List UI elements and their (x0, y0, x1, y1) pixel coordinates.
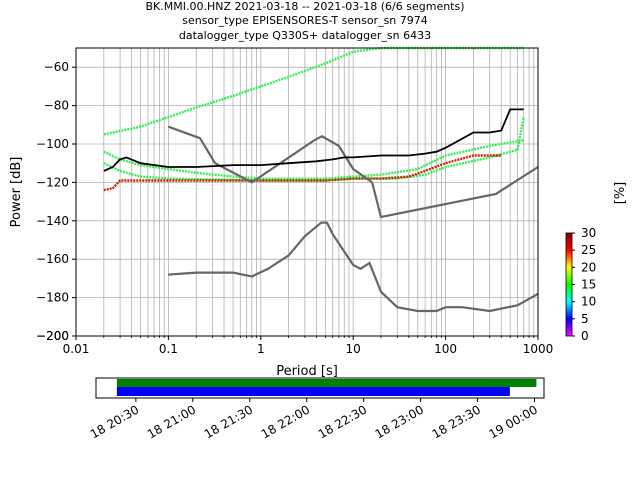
density-trace-red-band (103, 154, 502, 192)
y-tick-label: −200 (36, 329, 69, 343)
y-tick-label: −100 (36, 137, 69, 151)
plot-area (76, 48, 538, 336)
timeline-frame (95, 377, 545, 399)
title-line-3: datalogger_type Q330S+ datalogger_sn 643… (179, 29, 431, 42)
x-tick-label: 10 (346, 342, 361, 356)
x-tick-label: 100 (434, 342, 457, 356)
y-tick-label: −120 (36, 175, 69, 189)
x-axis-label: Period [s] (276, 364, 338, 379)
timeline-tick-label: 19 00:00 (487, 402, 540, 441)
y-tick-label: −60 (44, 60, 69, 74)
timeline-bar-data-segments (116, 379, 537, 387)
density-trace-middle-green (103, 139, 524, 180)
colorbar-gradient (565, 232, 573, 337)
colorbar-tick-label: 0 (581, 329, 589, 343)
title-line-1: BK.MMI.00.HNZ 2021-03-18 -- 2021-03-18 (… (145, 0, 464, 13)
timeline-bar-psd-segments (116, 387, 510, 396)
timeline-tick-label: 18 20:30 (88, 402, 141, 441)
colorbar-label: [%] (613, 182, 628, 205)
density-trace-upper-green (103, 46, 524, 136)
timeline-tick-label: 18 22:30 (316, 402, 369, 441)
timeline-tick-label: 18 23:30 (430, 402, 483, 441)
x-tick-label: 1000 (523, 342, 554, 356)
colorbar-tick-label: 15 (581, 278, 596, 292)
x-tick-label: 0.01 (63, 342, 90, 356)
psd-plot: 0.01 0.1 1 10 100 1000 −60 −80 −100 −120 −140 −160 −… (36, 46, 554, 356)
timeline-tick-label: 18 21:00 (145, 402, 198, 441)
y-tick-label: −160 (36, 252, 69, 266)
low-noise-model (168, 221, 539, 313)
title-line-2: sensor_type EPISENSORES-T sensor_sn 7974 (182, 14, 428, 27)
y-axis-label: Power [dB] (9, 157, 24, 228)
colorbar-tick-label: 10 (581, 295, 596, 309)
colorbar: 0 5 10 15 20 25 30 (565, 226, 596, 343)
x-tick-label: 1 (257, 342, 265, 356)
timeline-tick-label: 18 23:00 (373, 402, 426, 441)
colorbar-tick-label: 30 (581, 226, 596, 240)
timeline-tick-label: 18 22:00 (259, 402, 312, 441)
timeline-plot: 18 20:30 18 21:00 18 21:30 18 22:00 18 22:30… (88, 377, 545, 441)
colorbar-tick-label: 20 (581, 260, 596, 274)
plot-frame (75, 47, 539, 337)
timeline-tick-label: 18 21:30 (202, 402, 255, 441)
mean-curve (103, 108, 524, 172)
high-noise-model (168, 125, 539, 219)
y-tick-label: −200 (36, 329, 69, 343)
colorbar-tick-label: 5 (581, 312, 589, 326)
y-tick-label: −80 (44, 99, 69, 113)
x-tick-label: 0.1 (159, 342, 178, 356)
colorbar-tick-label: 25 (581, 243, 596, 257)
y-tick-label: −180 (36, 291, 69, 305)
y-tick-label: −140 (36, 214, 69, 228)
